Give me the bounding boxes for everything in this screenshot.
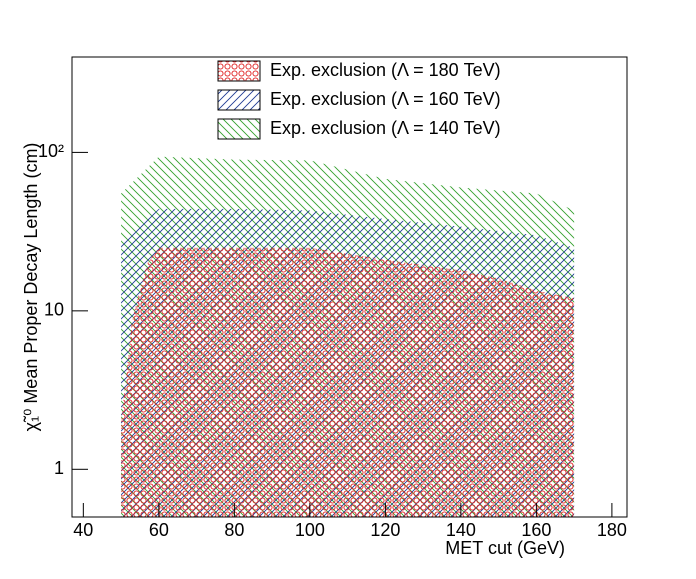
legend-label: Exp. exclusion (Λ = 140 TeV) [270, 118, 501, 138]
y-tick-label: 10 [44, 300, 64, 320]
legend-swatch [217, 60, 261, 82]
x-tick-label: 140 [446, 520, 476, 540]
y-tick-label: 1 [54, 458, 64, 478]
x-tick-label: 180 [597, 520, 627, 540]
x-tick-label: 100 [295, 520, 325, 540]
x-axis-title: MET cut (GeV) [445, 538, 565, 558]
x-tick-label: 40 [73, 520, 93, 540]
x-tick-label: 60 [149, 520, 169, 540]
legend-swatch [217, 89, 261, 111]
plot-frame [71, 56, 628, 518]
legend-label: Exp. exclusion (Λ = 160 TeV) [270, 89, 501, 109]
legend-swatch [217, 118, 261, 140]
x-tick-label: 80 [224, 520, 244, 540]
legend-label: Exp. exclusion (Λ = 180 TeV) [270, 60, 501, 80]
y-axis-title: χ̃₁⁰ Mean Proper Decay Length (cm) [21, 143, 41, 432]
x-tick-label: 120 [370, 520, 400, 540]
y-tick-label: 10² [38, 141, 64, 161]
x-tick-label: 160 [521, 520, 551, 540]
exclusion-area [121, 247, 575, 517]
